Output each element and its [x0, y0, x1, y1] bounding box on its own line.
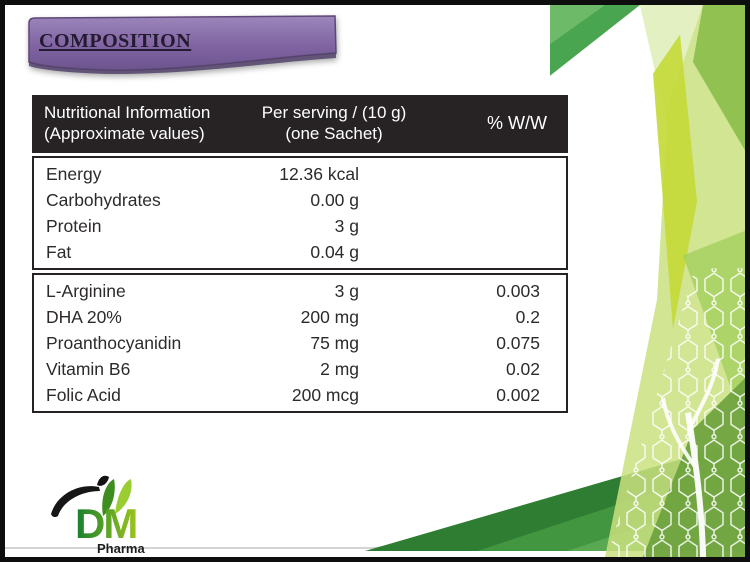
cell-amount: 2 mg	[320, 359, 359, 379]
cell-ww: 0.2	[515, 307, 540, 327]
cell-ww: 0.075	[496, 333, 540, 353]
cell-ww: 0.02	[505, 359, 540, 379]
cell-name: Proanthocyanidin	[46, 333, 182, 353]
cell-ww	[359, 161, 566, 187]
table-row: L-Arginine 3 g 0.003	[34, 278, 566, 304]
dm-pharma-logo: DM Pharma	[51, 475, 145, 556]
header-col-per-serving: Per serving / (10 g) (one Sachet)	[261, 103, 407, 143]
cell-amount: 0.00 g	[310, 190, 359, 210]
cell-amount: 3 g	[334, 281, 359, 301]
green-polygon-decoration	[550, 5, 745, 557]
circuit-tree-decoration	[607, 268, 745, 557]
table-row: DHA 20% 200 mg 0.2	[34, 304, 566, 330]
footer-divider	[5, 547, 425, 549]
page-title: COMPOSITION	[39, 30, 192, 52]
cell-amount: 75 mg	[310, 333, 359, 353]
logo-brand-text: DM	[75, 500, 136, 547]
table-row: Energy 12.36 kcal	[34, 161, 566, 187]
cell-name: Vitamin B6	[46, 359, 131, 379]
table-row: Vitamin B6 2 mg 0.02	[34, 356, 566, 382]
table-row: Folic Acid 200 mcg 0.002	[34, 382, 566, 408]
cell-ww: 0.002	[496, 385, 540, 405]
header-col-nutritional-info: Nutritional Information (Approximate val…	[44, 103, 211, 143]
cell-name: Folic Acid	[46, 385, 121, 405]
header-col-ww: % W/W	[487, 112, 547, 133]
title-banner: COMPOSITION	[19, 15, 345, 77]
cell-name: Energy	[46, 164, 102, 184]
cell-ww	[359, 213, 566, 239]
leaf-icon	[51, 475, 132, 518]
table-section: L-Arginine 3 g 0.003 DHA 20% 200 mg 0.2 Proant…	[32, 273, 568, 413]
cell-ww: 0.003	[496, 281, 540, 301]
table-row: Carbohydrates 0.00 g	[34, 187, 566, 213]
cell-name: Fat	[46, 242, 72, 262]
cell-ww	[359, 239, 566, 265]
table-row: Proanthocyanidin 75 mg 0.075	[34, 330, 566, 356]
table-sections: Energy 12.36 kcal Carbohydrates 0.00 g Prote…	[32, 156, 568, 413]
cell-amount: 200 mg	[300, 307, 359, 327]
banner-shape	[28, 15, 337, 75]
logo-tagline-text: Pharma	[97, 541, 145, 556]
cell-ww	[359, 187, 566, 213]
cell-name: Carbohydrates	[46, 190, 161, 210]
cell-name: L-Arginine	[46, 281, 126, 301]
cell-amount: 12.36 kcal	[279, 164, 359, 184]
cell-name: DHA 20%	[46, 307, 122, 327]
table-row: Protein 3 g	[34, 213, 566, 239]
nutrition-table: Nutritional Information (Approximate val…	[32, 95, 568, 413]
table-header: Nutritional Information (Approximate val…	[32, 95, 568, 153]
cell-amount: 0.04 g	[310, 242, 359, 262]
cell-name: Protein	[46, 216, 102, 236]
table-row: Fat 0.04 g	[34, 239, 566, 265]
cell-amount: 200 mcg	[291, 385, 359, 405]
cell-amount: 3 g	[334, 216, 359, 236]
table-section: Energy 12.36 kcal Carbohydrates 0.00 g Prote…	[32, 156, 568, 270]
